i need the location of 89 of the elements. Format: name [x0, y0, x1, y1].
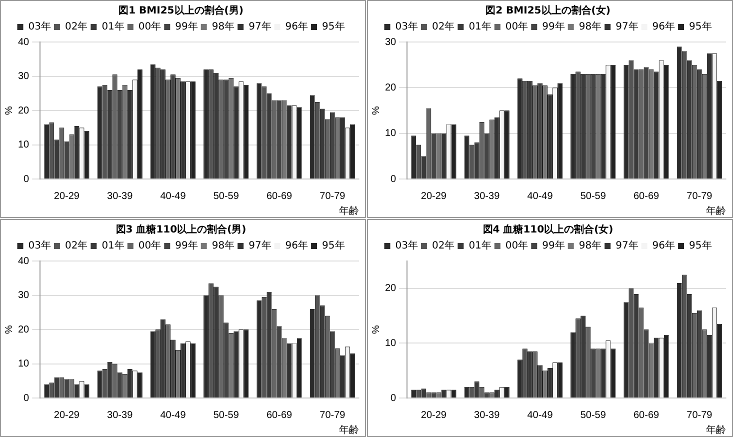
y-tick-label: 10	[18, 140, 30, 150]
legend-label: 98年	[578, 240, 602, 252]
legend-label: 02年	[64, 20, 88, 33]
x-tick-label: 30-39	[107, 410, 134, 421]
chart-title: 図4 血糖110以上の割合(女)	[482, 224, 614, 236]
legend-label: 99年	[542, 20, 565, 33]
legend-label: 00年	[505, 20, 528, 33]
x-axis-title: 年齢	[706, 204, 726, 217]
legend-label: 96年	[285, 20, 308, 33]
y-tick-label: 10	[18, 358, 30, 370]
legend-label: 99年	[542, 240, 565, 252]
x-tick-label: 40-49	[527, 410, 554, 421]
x-tick-label: 50-59	[213, 410, 240, 421]
x-axis-title: 年齢	[339, 204, 359, 217]
y-tick-label: 10	[385, 128, 397, 140]
chart-title: 図2 BMI25以上の割合(女)	[486, 4, 610, 17]
legend-label: 03年	[395, 240, 418, 252]
legend-label: 01年	[468, 20, 492, 33]
x-tick-label: 20-29	[420, 410, 447, 421]
legend-label: 01年	[102, 20, 124, 33]
y-tick-label: 40	[18, 256, 30, 267]
x-tick-label: 30-39	[474, 190, 500, 202]
x-axis-title: 年齢	[339, 424, 359, 436]
x-tick-label: 20-29	[54, 190, 80, 202]
legend-label: 03年	[395, 20, 418, 33]
y-tick-label: 20	[385, 283, 397, 294]
legend-label: 03年	[28, 20, 51, 33]
y-tick-label: 30	[18, 290, 30, 301]
x-tick-label: 40-49	[527, 190, 554, 202]
y-tick-label: 30	[18, 71, 30, 82]
y-tick-label: 0	[390, 392, 397, 404]
legend-label: 95年	[322, 20, 345, 33]
legend-label: 95年	[322, 240, 345, 252]
x-tick-label: 40-49	[160, 190, 186, 202]
y-tick-label: 0	[24, 174, 30, 185]
x-tick-label: 70-79	[320, 190, 346, 202]
y-tick-label: 20	[18, 105, 30, 116]
legend-label: 98年	[578, 20, 602, 33]
x-tick-label: 50-59	[580, 190, 606, 202]
x-tick-label: 20-29	[420, 190, 447, 202]
x-tick-label: 50-59	[580, 410, 606, 421]
x-tick-label: 60-69	[633, 410, 660, 421]
legend-label: 99年	[175, 20, 198, 33]
y-tick-label: 0	[390, 174, 397, 185]
legend-label: 98年	[212, 240, 235, 252]
x-tick-label: 70-79	[686, 190, 713, 202]
y-tick-label: 20	[18, 324, 30, 336]
legend-label: 96年	[652, 240, 676, 252]
y-tick-label: 40	[18, 36, 30, 48]
x-tick-label: 70-79	[686, 410, 713, 421]
legend-label: 98年	[212, 20, 235, 33]
y-tick-label: 30	[385, 36, 397, 48]
legend-label: 95年	[689, 240, 712, 252]
y-tick-label: 0	[24, 392, 30, 404]
legend-label: 99年	[175, 240, 198, 252]
legend-label: 02年	[432, 20, 455, 33]
legend-label: 95年	[689, 20, 712, 33]
legend-label: 00年	[138, 240, 162, 252]
y-axis-title: %	[4, 324, 15, 334]
legend-label: 01年	[102, 240, 124, 252]
y-tick-label: 10	[385, 338, 397, 349]
x-tick-label: 70-79	[320, 410, 346, 421]
legend-label: 03年	[28, 240, 51, 252]
legend-label: 97年	[248, 20, 272, 33]
legend-label: 96年	[285, 240, 308, 252]
legend-label: 96年	[652, 20, 676, 33]
legend-label: 02年	[432, 240, 455, 252]
legend-label: 01年	[468, 240, 492, 252]
chart-title: 図1 BMI25以上の割合(男)	[118, 4, 244, 17]
x-tick-label: 30-39	[474, 410, 500, 421]
chart-title: 図3 血糖110以上の割合(男)	[116, 224, 246, 236]
y-tick-label: 20	[385, 82, 397, 94]
x-tick-label: 40-49	[160, 410, 186, 421]
x-tick-label: 60-69	[266, 190, 293, 202]
x-tick-label: 30-39	[107, 190, 134, 202]
legend-label: 97年	[616, 20, 638, 33]
x-tick-label: 60-69	[266, 410, 293, 421]
y-axis-title: %	[370, 106, 382, 115]
legend-label: 02年	[64, 240, 88, 252]
x-tick-label: 20-29	[54, 410, 80, 421]
x-tick-label: 50-59	[213, 190, 240, 202]
x-axis-title: 年齢	[706, 424, 726, 436]
legend-label: 97年	[248, 240, 272, 252]
legend-label: 00年	[505, 240, 528, 252]
x-tick-label: 60-69	[633, 190, 660, 202]
legend-label: 97年	[616, 240, 638, 252]
y-axis-title: %	[370, 324, 382, 334]
y-axis-title: %	[4, 106, 15, 115]
legend-label: 00年	[138, 20, 162, 33]
